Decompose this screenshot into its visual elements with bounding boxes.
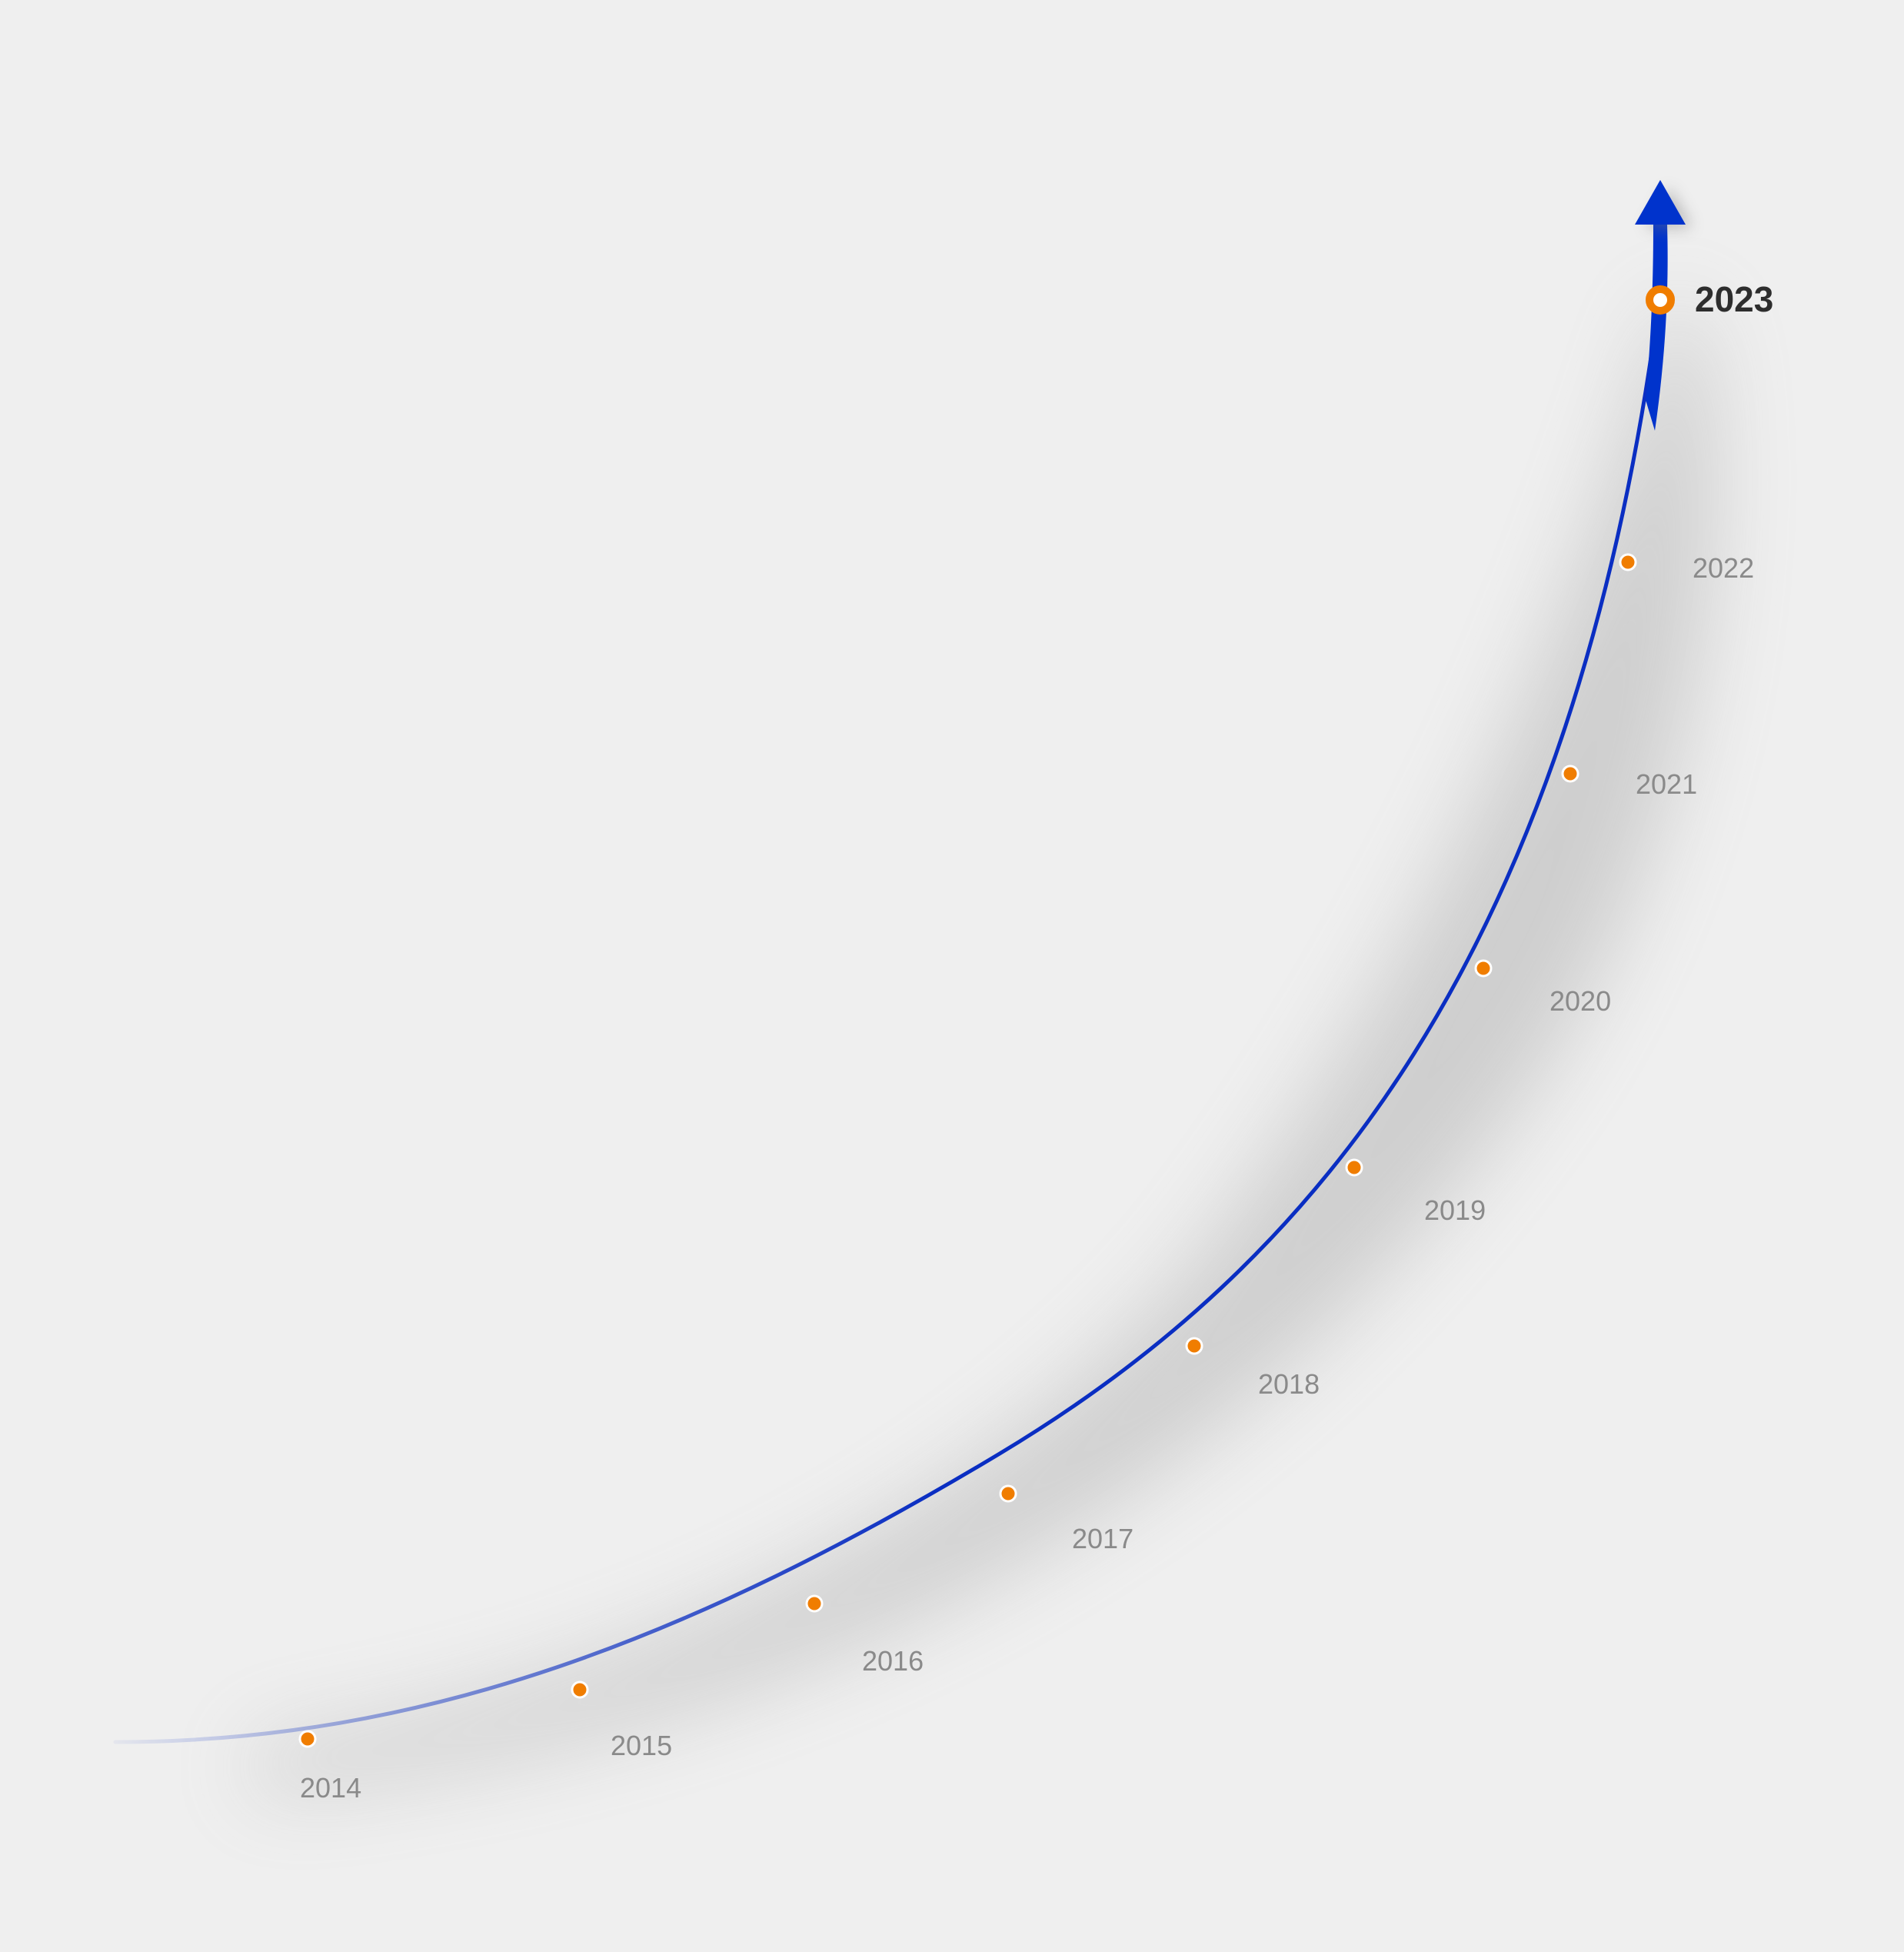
milestone-2022-label: 2022 — [1693, 552, 1754, 584]
milestone-2021-marker — [1561, 764, 1579, 783]
milestone-2023-label: 2023 — [1695, 279, 1773, 319]
milestone-2019-label: 2019 — [1424, 1194, 1486, 1226]
milestone-2019-marker — [1345, 1158, 1363, 1177]
milestone-2014-marker — [298, 1730, 317, 1748]
milestone-2023-marker — [1646, 285, 1675, 315]
milestone-2015-marker — [571, 1681, 589, 1699]
milestone-group: 2014 2015 2016 2017 2018 2019 2020 2021 2022 2023 — [298, 279, 1773, 1804]
milestone-2018-marker — [1185, 1337, 1203, 1355]
milestone-2022-marker — [1619, 553, 1637, 571]
milestone-2015-label: 2015 — [611, 1730, 672, 1761]
milestone-2017-label: 2017 — [1072, 1523, 1133, 1554]
milestone-2014-label: 2014 — [300, 1772, 361, 1804]
curve-shadow — [254, 292, 1713, 1792]
milestone-2020-label: 2020 — [1549, 985, 1611, 1017]
milestone-2018-label: 2018 — [1258, 1368, 1320, 1400]
growth-curve — [113, 282, 1663, 1744]
milestone-2020-marker — [1474, 959, 1493, 978]
milestone-2016-marker — [805, 1594, 824, 1613]
arrow-up-icon — [1635, 180, 1686, 225]
milestone-2021-label: 2021 — [1636, 768, 1697, 800]
curve-tip — [1646, 225, 1668, 431]
milestone-2016-label: 2016 — [862, 1645, 924, 1677]
milestone-2017-marker — [999, 1484, 1017, 1503]
